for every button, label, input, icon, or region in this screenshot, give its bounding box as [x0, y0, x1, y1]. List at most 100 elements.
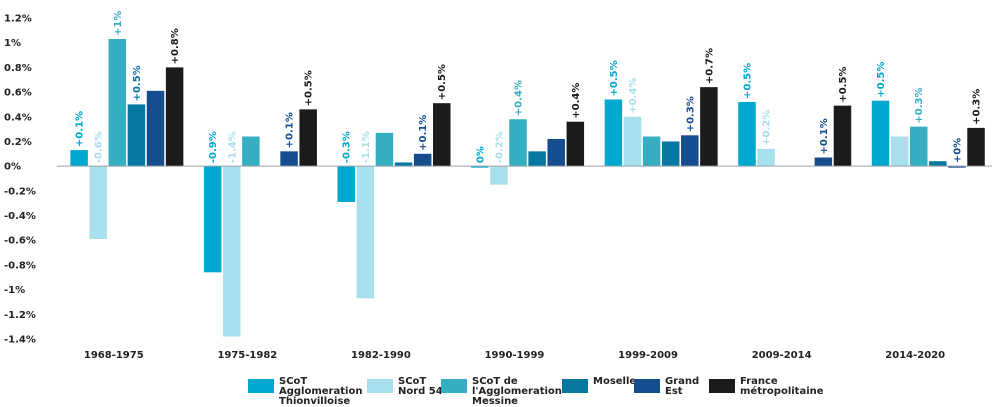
bar	[394, 162, 413, 167]
y-tick-label: -0.2%	[4, 186, 36, 197]
bar	[623, 116, 642, 167]
legend-label: France métropolitaine	[740, 376, 824, 397]
x-axis-categories: 1968-1975 1975-1982 1982-1990 1990-1999 1999…	[84, 350, 945, 361]
bar	[89, 166, 107, 239]
bar	[490, 166, 508, 185]
y-tick-label: -1%	[4, 285, 25, 296]
data-label: +0.1%	[418, 115, 429, 151]
legend-swatch	[634, 379, 660, 393]
bar	[433, 103, 451, 167]
data-label: 0%	[475, 146, 486, 163]
legend-item-france-metropolitaine: France métropolitaine	[709, 377, 824, 397]
y-tick-label: -1.2%	[4, 310, 36, 321]
bar	[127, 104, 146, 167]
bar	[471, 166, 489, 168]
y-tick-label: 0.8%	[4, 63, 32, 74]
bar	[833, 105, 852, 167]
data-label: +0.5%	[742, 63, 753, 99]
bar	[299, 109, 317, 167]
data-label: +0.4%	[628, 78, 639, 114]
x-category-label: 1990-1999	[485, 350, 545, 361]
y-tick-label: 0.2%	[4, 137, 32, 148]
data-label: -1.4%	[227, 131, 238, 163]
bar	[948, 166, 966, 168]
legend-swatch	[709, 379, 735, 393]
data-label: +0.3%	[972, 89, 983, 125]
legend-swatch	[248, 379, 274, 393]
y-tick-label: 1.2%	[4, 14, 32, 25]
legend-item-scot-nord-54: SCoT Nord 54	[367, 377, 443, 397]
data-label: +0.1%	[75, 111, 86, 147]
data-label: +0.5%	[437, 64, 448, 100]
data-label: +0.1%	[819, 118, 830, 154]
bar	[413, 153, 432, 167]
legend-label: SCoT Nord 54	[398, 376, 443, 397]
bar	[528, 151, 546, 167]
bar	[642, 136, 661, 167]
bar	[356, 166, 375, 299]
bar	[929, 161, 947, 167]
x-category-label: 1999-2009	[618, 350, 678, 361]
data-labels: +0.1% -0.9% -0.3% 0% +0.5% +0.5% +0.5% -0.6% -1.…	[75, 11, 983, 164]
bar	[814, 157, 833, 167]
data-label: -0.6%	[94, 131, 105, 163]
bar	[604, 99, 623, 167]
data-label: +0.1%	[285, 112, 296, 148]
bar	[375, 132, 394, 167]
bar	[203, 166, 222, 273]
legend-item-scot-messine: SCoT de l'Agglomeration Messine	[441, 377, 562, 407]
data-label: -0.2%	[494, 131, 505, 163]
bar	[70, 150, 88, 167]
data-label: +0.5%	[132, 65, 143, 101]
bar	[661, 141, 680, 167]
y-tick-label: 0.6%	[4, 88, 32, 99]
legend-item-grand-est: Grand Est	[634, 377, 699, 397]
legend-swatch	[367, 379, 393, 393]
x-category-label: 1968-1975	[84, 350, 144, 361]
x-category-label: 1982-1990	[351, 350, 411, 361]
bar	[337, 166, 355, 202]
data-label: +0.4%	[571, 83, 582, 119]
data-label: +0.3%	[685, 96, 696, 132]
y-tick-label: 1%	[4, 38, 21, 49]
data-label: +0.5%	[609, 60, 620, 96]
y-tick-label: -0.4%	[4, 211, 36, 222]
bar	[871, 100, 890, 167]
legend: SCoT Agglomeration Thionvilloise SCoT No…	[248, 377, 848, 407]
bar	[757, 148, 775, 167]
bar	[909, 126, 928, 167]
data-label: -0.3%	[342, 131, 353, 163]
bar-series	[70, 38, 985, 337]
data-label: +0.2%	[762, 110, 773, 146]
legend-item-moselle: Moselle	[562, 377, 636, 393]
data-label: -0.9%	[208, 131, 219, 163]
data-label: +0.4%	[514, 80, 525, 116]
data-label: +0.5%	[304, 70, 315, 106]
bar	[280, 151, 298, 167]
data-label: +1%	[113, 11, 124, 36]
bar	[108, 38, 127, 167]
bar	[700, 87, 718, 167]
bar	[223, 166, 241, 337]
bar	[242, 136, 260, 167]
legend-label: SCoT de l'Agglomeration Messine	[472, 376, 562, 407]
bar	[165, 67, 184, 167]
data-label: +0.7%	[704, 48, 715, 84]
bar	[566, 121, 585, 167]
data-label: +0.5%	[838, 67, 849, 103]
x-category-label: 2009-2014	[752, 350, 812, 361]
bar	[509, 119, 527, 167]
data-label: +0.8%	[170, 28, 181, 64]
y-axis-ticks: 1.2% 1% 0.8% 0.6% 0.4% 0.2% 0% -0.2% -0.4% -0.6% -…	[4, 14, 36, 346]
bar	[890, 136, 909, 167]
legend-label: Moselle	[593, 376, 637, 387]
y-tick-label: 0%	[4, 162, 21, 173]
legend-swatch	[441, 379, 467, 393]
bar	[738, 101, 756, 167]
bar	[547, 138, 565, 167]
x-category-label: 2014-2020	[885, 350, 945, 361]
legend-label: Grand Est	[665, 376, 700, 397]
data-label: +0%	[952, 138, 963, 163]
y-tick-label: -0.6%	[4, 236, 36, 247]
